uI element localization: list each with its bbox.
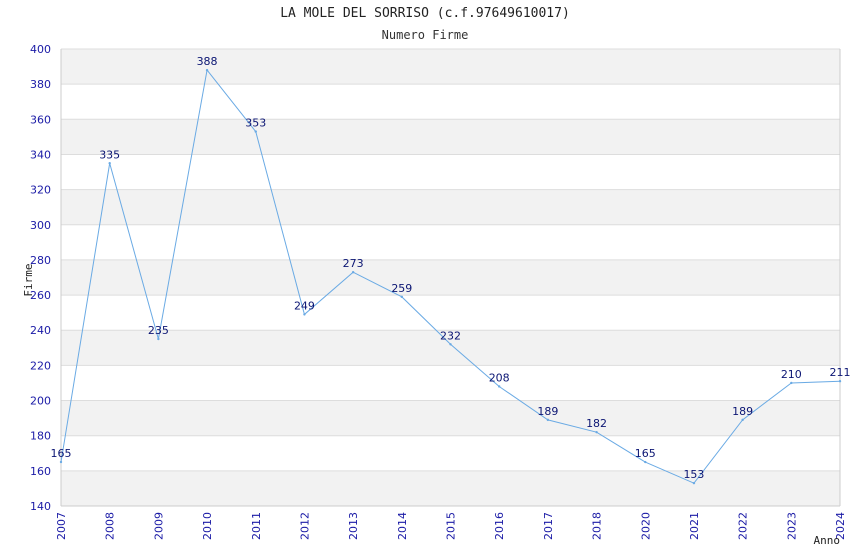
x-tick-label: 2017 <box>542 512 555 540</box>
y-tick-label: 280 <box>30 254 51 267</box>
x-tick-label: 2018 <box>591 512 604 540</box>
x-tick-label: 2011 <box>250 512 263 540</box>
data-label: 335 <box>99 148 120 161</box>
data-label: 353 <box>245 117 266 130</box>
data-point <box>108 162 111 165</box>
data-label: 273 <box>343 257 364 270</box>
data-point <box>741 418 744 422</box>
x-tick-label: 2020 <box>639 512 652 540</box>
data-label: 165 <box>635 447 656 460</box>
y-tick-label: 160 <box>30 465 51 478</box>
y-axis-ticks: 140 160 180 200 220 240 260 280 300 320 340 360 380 4… <box>30 43 51 513</box>
x-tick-label: 2010 <box>201 512 214 540</box>
data-label: 388 <box>197 55 218 68</box>
data-point <box>254 130 257 133</box>
x-tick-label: 2009 <box>152 512 165 540</box>
data-label: 259 <box>391 282 412 295</box>
x-tick-label: 2022 <box>737 512 750 540</box>
chart-title: LA MOLE DEL SORRISO (c.f.97649610017) <box>280 6 570 21</box>
chart-subtitle: Numero Firme <box>381 28 469 42</box>
series-group <box>59 68 842 485</box>
y-tick-label: 300 <box>30 219 51 232</box>
y-tick-label: 200 <box>30 395 51 408</box>
data-label: 235 <box>148 324 169 337</box>
data-point <box>351 271 355 274</box>
data-point <box>157 337 160 341</box>
x-tick-label: 2008 <box>104 512 117 540</box>
data-label: 189 <box>732 405 753 418</box>
grid-band <box>61 330 840 366</box>
x-axis-title: Anno <box>814 534 841 547</box>
grid-band <box>61 189 840 225</box>
data-label: 182 <box>586 417 607 430</box>
axes <box>60 49 841 507</box>
y-tick-label: 220 <box>30 359 51 372</box>
data-labels: 165 335 235 388 353 249 273 259 232 208 189 182 165 1… <box>51 55 850 481</box>
x-tick-label: 2015 <box>445 512 458 540</box>
data-label: 210 <box>781 368 802 381</box>
grid-band <box>61 470 840 506</box>
x-axis-ticks: 2007 2008 2009 2010 2011 2012 2013 2014 2015 2016… <box>55 512 847 540</box>
grid-band <box>61 259 840 296</box>
y-tick-label: 380 <box>30 78 51 91</box>
y-tick-label: 340 <box>30 148 51 161</box>
x-tick-label: 2013 <box>347 512 360 540</box>
gridlines <box>61 48 840 507</box>
grid-band <box>61 119 840 155</box>
y-tick-label: 140 <box>30 500 51 513</box>
x-tick-label: 2007 <box>55 512 68 540</box>
x-tick-label: 2016 <box>493 512 506 540</box>
data-label: 232 <box>440 329 461 342</box>
data-point <box>400 295 404 299</box>
data-label: 189 <box>537 405 558 418</box>
data-point <box>497 385 501 388</box>
x-tick-label: 2024 <box>834 512 847 540</box>
y-tick-label: 240 <box>30 324 51 337</box>
data-label: 211 <box>830 366 850 379</box>
y-tick-label: 320 <box>30 184 51 197</box>
y-tick-label: 180 <box>30 430 51 443</box>
y-axis-title: Firme <box>22 263 35 296</box>
data-label: 153 <box>683 468 704 481</box>
data-point <box>595 430 598 434</box>
data-point <box>790 381 793 385</box>
data-point <box>59 460 63 464</box>
grid-band <box>61 49 840 85</box>
background-bands <box>61 49 840 506</box>
grid-band <box>61 400 840 436</box>
data-point <box>546 418 550 422</box>
y-tick-label: 260 <box>30 289 51 302</box>
x-tick-label: 2012 <box>298 512 311 540</box>
data-point <box>205 68 209 72</box>
y-tick-label: 400 <box>30 43 51 56</box>
data-label: 249 <box>294 299 315 312</box>
data-label: 208 <box>489 371 510 384</box>
x-tick-label: 2023 <box>785 512 798 540</box>
data-point <box>449 343 452 346</box>
data-label: 165 <box>51 447 72 460</box>
data-point <box>838 380 842 383</box>
data-point <box>692 481 696 485</box>
data-point <box>303 313 306 316</box>
y-tick-label: 360 <box>30 113 51 126</box>
x-tick-label: 2021 <box>688 512 701 540</box>
x-tick-label: 2014 <box>396 512 409 540</box>
data-point <box>644 460 647 464</box>
